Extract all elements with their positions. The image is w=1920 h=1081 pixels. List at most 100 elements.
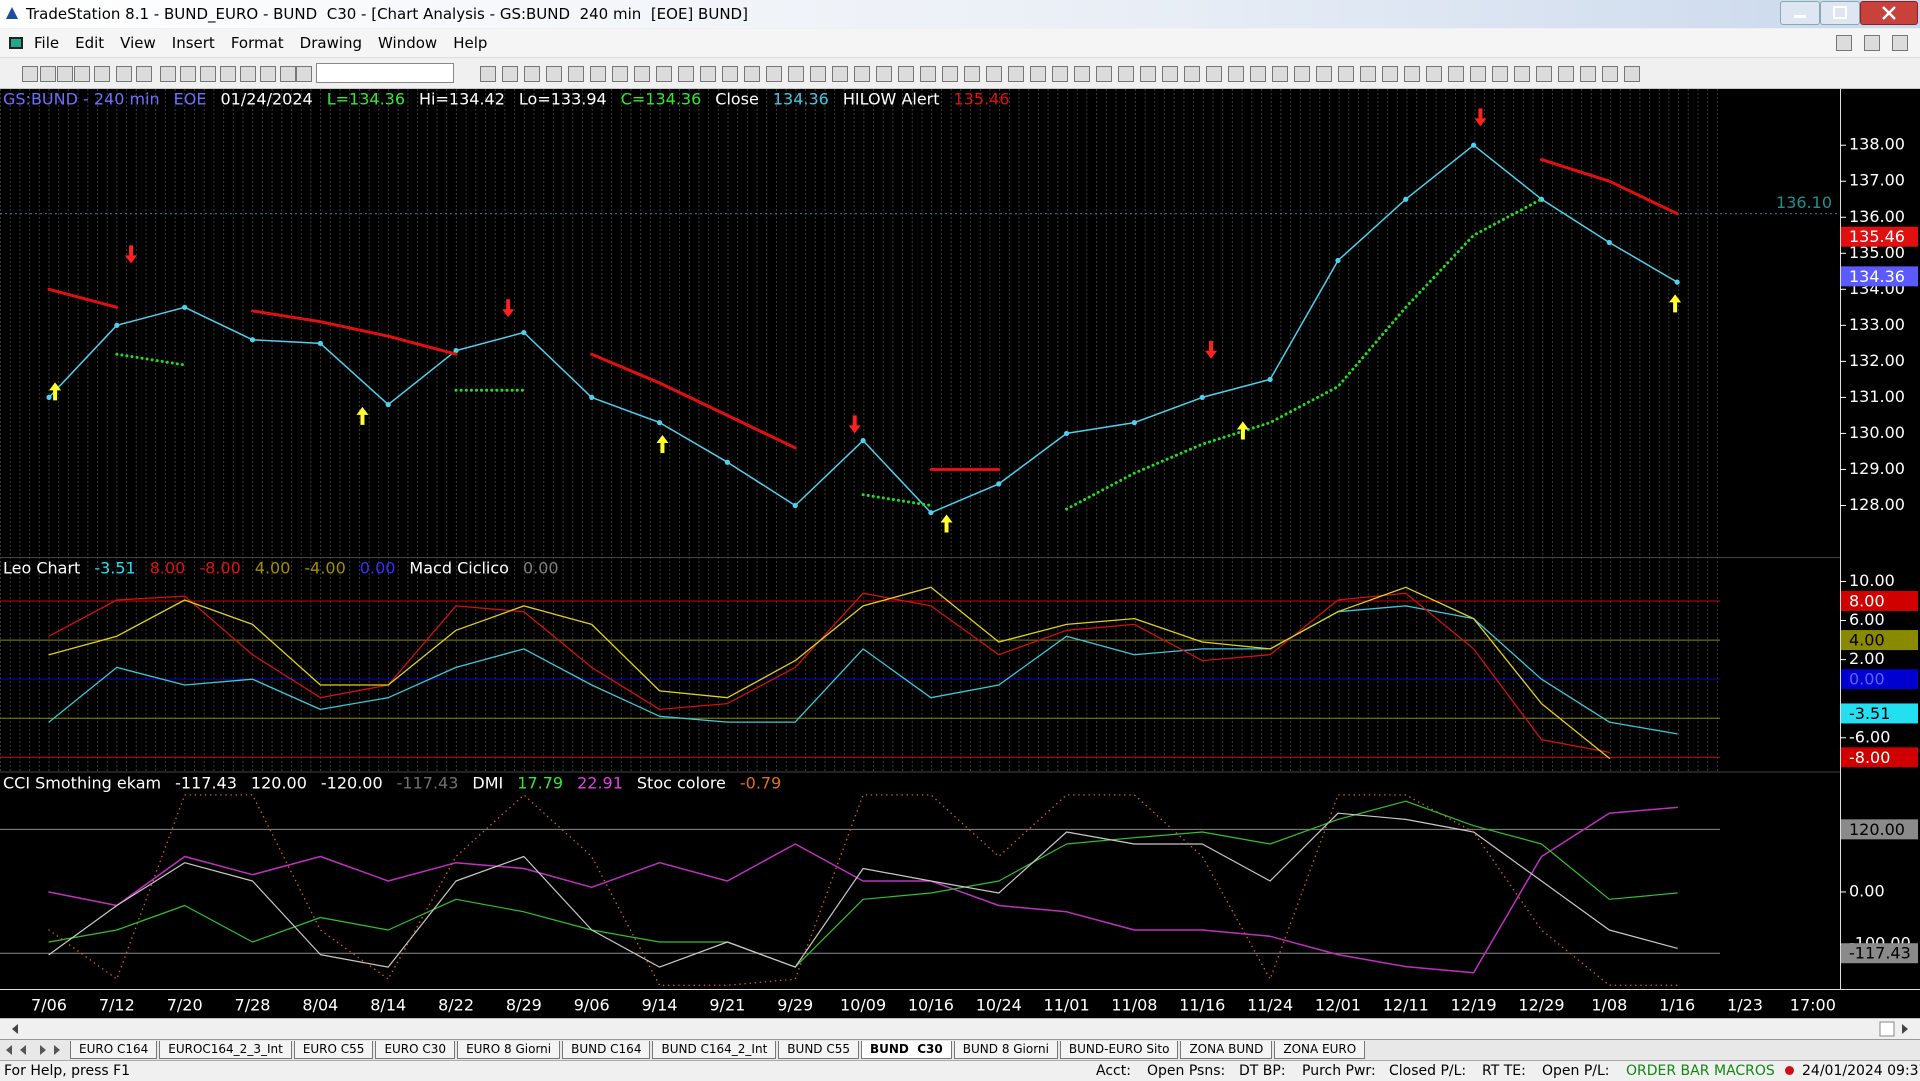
toolbar-button[interactable]: [1272, 66, 1288, 82]
toolbar-button[interactable]: [1184, 66, 1200, 82]
status-field: Purch Pwr:: [1302, 1063, 1376, 1079]
sheet-tab[interactable]: BUND C164_2_Int: [652, 1041, 777, 1059]
toolbar-button[interactable]: [942, 66, 958, 82]
horizontal-scrollbar[interactable]: [0, 1018, 1920, 1039]
menu-item[interactable]: Insert: [171, 34, 215, 52]
toolbar-button[interactable]: [986, 66, 1002, 82]
toolbar-button[interactable]: [1580, 66, 1596, 82]
toolbar-button[interactable]: [116, 66, 132, 82]
toolbar-button[interactable]: [1602, 66, 1618, 82]
toolbar-button[interactable]: [1382, 66, 1398, 82]
sheet-tab[interactable]: EURO C30: [375, 1041, 456, 1059]
toolbar-button[interactable]: [200, 66, 216, 82]
sheet-tab[interactable]: BUND-EURO Sito: [1059, 1041, 1179, 1059]
menu-item[interactable]: Window: [378, 34, 438, 52]
toolbar-button[interactable]: [524, 66, 540, 82]
toolbar-button[interactable]: [1008, 66, 1024, 82]
close-button[interactable]: [1860, 1, 1918, 25]
toolbar-button[interactable]: [502, 66, 518, 82]
toolbar-button[interactable]: [94, 66, 110, 82]
toolbar-button[interactable]: [964, 66, 980, 82]
sheet-tab[interactable]: BUND C30: [861, 1041, 952, 1059]
toolbar-button[interactable]: [1558, 66, 1574, 82]
toolbar-button[interactable]: [744, 66, 760, 82]
toolbar-button[interactable]: [898, 66, 914, 82]
toolbar-button[interactable]: [240, 66, 256, 82]
toolbar-button[interactable]: [1096, 66, 1112, 82]
toolbar-button[interactable]: [1470, 66, 1486, 82]
sheet-tab[interactable]: EUROC164_2_3_Int: [159, 1041, 292, 1059]
menu-item[interactable]: Edit: [75, 34, 105, 52]
toolbar-button[interactable]: [1228, 66, 1244, 82]
toolbar-button[interactable]: [280, 66, 296, 82]
toolbar-button[interactable]: [1206, 66, 1222, 82]
mdi-button[interactable]: [1836, 35, 1852, 51]
toolbar-button[interactable]: [1294, 66, 1310, 82]
sheet-tab[interactable]: BUND C164: [562, 1041, 651, 1059]
menu-item[interactable]: Format: [230, 34, 284, 52]
toolbar-button[interactable]: [1536, 66, 1552, 82]
toolbar-button[interactable]: [1492, 66, 1508, 82]
toolbar-button[interactable]: [634, 66, 650, 82]
toolbar-button[interactable]: [1404, 66, 1420, 82]
menu-item[interactable]: Drawing: [299, 34, 363, 52]
toolbar-button[interactable]: [568, 66, 584, 82]
toolbar-button[interactable]: [1360, 66, 1376, 82]
toolbar-button[interactable]: [700, 66, 716, 82]
toolbar-button[interactable]: [1338, 66, 1354, 82]
toolbar-button[interactable]: [40, 66, 56, 82]
toolbar-button[interactable]: [1426, 66, 1442, 82]
sheet-tab[interactable]: EURO 8 Giorni: [457, 1041, 561, 1059]
toolbar-button[interactable]: [1140, 66, 1156, 82]
toolbar-button[interactable]: [1074, 66, 1090, 82]
toolbar-button[interactable]: [22, 66, 38, 82]
mdi-button[interactable]: [1864, 35, 1880, 51]
sheet-tab[interactable]: BUND 8 Giorni: [953, 1041, 1058, 1059]
toolbar-button[interactable]: [766, 66, 782, 82]
toolbar-button[interactable]: [1052, 66, 1068, 82]
toolbar-button[interactable]: [1514, 66, 1530, 82]
toolbar-button[interactable]: [220, 66, 236, 82]
toolbar-button[interactable]: [590, 66, 606, 82]
menu-item[interactable]: Help: [453, 34, 488, 52]
sheet-tab[interactable]: BUND C55: [778, 1041, 859, 1059]
sheet-tab[interactable]: ZONA EURO: [1274, 1041, 1366, 1059]
toolbar-button[interactable]: [74, 66, 90, 82]
sheet-tab[interactable]: EURO C55: [293, 1041, 374, 1059]
toolbar-button[interactable]: [546, 66, 562, 82]
toolbar-button[interactable]: [854, 66, 870, 82]
toolbar-button[interactable]: [1624, 66, 1640, 82]
menu-item[interactable]: File: [34, 34, 60, 52]
tab-scroll-buttons[interactable]: [4, 1043, 64, 1057]
toolbar-button[interactable]: [1162, 66, 1178, 82]
toolbar-button[interactable]: [1316, 66, 1332, 82]
toolbar-button[interactable]: [160, 66, 176, 82]
toolbar-button[interactable]: [678, 66, 694, 82]
toolbar-button[interactable]: [1250, 66, 1266, 82]
toolbar-button[interactable]: [57, 66, 73, 82]
toolbar-button[interactable]: [296, 66, 312, 82]
toolbar-button[interactable]: [136, 66, 152, 82]
sheet-tab[interactable]: EURO C164: [70, 1041, 158, 1059]
toolbar-button[interactable]: [1118, 66, 1134, 82]
toolbar-button[interactable]: [1030, 66, 1046, 82]
sheet-tab[interactable]: ZONA BUND: [1180, 1041, 1273, 1059]
menu-item[interactable]: View: [120, 34, 156, 52]
symbol-combo[interactable]: [316, 63, 454, 83]
mdi-button[interactable]: [1892, 35, 1908, 51]
toolbar-button[interactable]: [920, 66, 936, 82]
status-field: RT TE:: [1482, 1063, 1526, 1079]
toolbar-button[interactable]: [832, 66, 848, 82]
maximize-button[interactable]: [1820, 1, 1860, 25]
toolbar-button[interactable]: [810, 66, 826, 82]
toolbar-button[interactable]: [722, 66, 738, 82]
toolbar-button[interactable]: [480, 66, 496, 82]
toolbar-button[interactable]: [788, 66, 804, 82]
toolbar-button[interactable]: [260, 66, 276, 82]
toolbar-button[interactable]: [1448, 66, 1464, 82]
toolbar-button[interactable]: [180, 66, 196, 82]
toolbar-button[interactable]: [612, 66, 628, 82]
minimize-button[interactable]: [1780, 1, 1820, 25]
toolbar-button[interactable]: [656, 66, 672, 82]
toolbar-button[interactable]: [876, 66, 892, 82]
